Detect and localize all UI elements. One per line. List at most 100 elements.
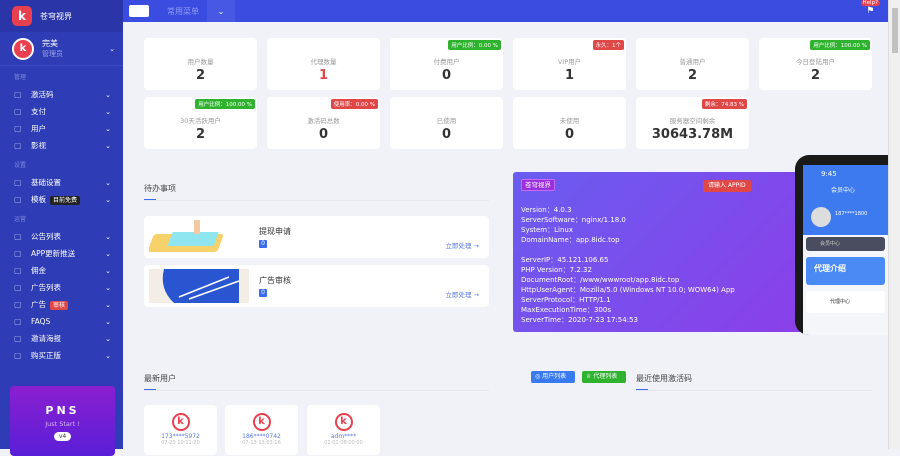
sidebar-item[interactable]: ▢ 购买正版 ⌄: [14, 351, 111, 360]
avatar: k: [171, 413, 190, 431]
stat-badge: 用户比例：100.00 %: [810, 40, 870, 50]
server-info-line: DomainName：app.8idc.top: [521, 236, 620, 244]
logo-icon: k: [12, 6, 32, 26]
stat-card: 用户比例：100.00 % 今日登陆用户 2: [759, 38, 872, 90]
sidebar-item[interactable]: ▢ 邀请海报 ⌄: [14, 334, 111, 343]
space-illustration: [149, 269, 249, 303]
sidebar-item[interactable]: ▢ 模板 目前免费 ⌄: [14, 195, 111, 205]
chevron-down-icon: ⌄: [105, 232, 111, 241]
user-card[interactable]: k 173****5972 07-23 10:11:20: [144, 405, 217, 455]
stat-card: 用户比例：0.00 % 付费用户 0: [390, 38, 503, 90]
user-role: 管理员: [42, 50, 63, 58]
promo-card: PNS Just Start ! v4: [10, 386, 115, 456]
sidebar-item[interactable]: ▢ 基础设置 ⌄: [14, 178, 111, 187]
palette-icon: ▢: [14, 195, 22, 204]
stat-badge: 用户比例：100.00 %: [195, 99, 255, 109]
server-info-line: Version：4.0.3: [521, 206, 572, 214]
section-label: 设置: [14, 162, 27, 169]
flag-icon: ⚑: [866, 6, 875, 16]
server-info-line: ServerProtocol：HTTP/1.1: [521, 296, 611, 304]
chevron-down-icon: ⌄: [105, 249, 111, 258]
chevron-down-icon: ⌄: [105, 334, 111, 343]
chevron-down-icon: ⌄: [105, 141, 111, 150]
chevron-down-icon: ⌄: [105, 300, 111, 309]
menu-logo[interactable]: [123, 0, 155, 22]
appid-button[interactable]: 请输入 APPID: [703, 180, 751, 192]
process-link[interactable]: 立即处理 →: [445, 291, 479, 299]
recent-codes-title: 最近使用激活码: [636, 374, 692, 383]
avatar: k: [334, 413, 353, 431]
stat-card: 用户比例：100.00 % 30天活跃用户 2: [144, 97, 257, 149]
latest-users-title: 最新用户: [144, 374, 176, 383]
section-label: 管理: [14, 74, 27, 81]
common-menu[interactable]: 常用菜单: [167, 6, 199, 16]
user-list-button[interactable]: ◎ 用户列表: [531, 371, 575, 383]
stat-badge: 永久：1个: [592, 40, 624, 50]
stat-card: 普通用户 2: [636, 38, 749, 90]
layout-icon: ▢: [14, 178, 22, 187]
count-badge: 0: [259, 289, 267, 297]
server-info-line: DocumentRoot：/www/wwwroot/app.8idc.top: [521, 276, 680, 284]
menu-tag: 审核: [50, 301, 69, 310]
sidebar-item[interactable]: ▢ 激活码 ⌄: [14, 90, 111, 99]
scrollbar[interactable]: [888, 0, 900, 449]
image-icon: ▢: [14, 232, 22, 241]
server-info-line: [521, 245, 795, 255]
stat-badge: 用户比例：0.00 %: [448, 40, 501, 50]
stat-badge: 剩余：74.83 %: [701, 99, 747, 109]
stat-card: 永久：1个 VIP用户 1: [513, 38, 626, 90]
phone-mockup: 会员中心 187****1800 会员中心 代理介绍 代理中心 9:45: [795, 155, 888, 335]
picture-icon: ▢: [14, 351, 22, 360]
box-icon: ▢: [14, 283, 22, 292]
chevron-down-icon[interactable]: ⌄: [207, 0, 235, 22]
pill-icon: ▢: [14, 317, 22, 326]
chevron-down-icon: ⌄: [105, 266, 111, 275]
server-info-line: ServerIP：45.121.106.65: [521, 256, 609, 264]
server-info-line: System：Linux: [521, 226, 573, 234]
sidebar-item[interactable]: ▢ 公告列表 ⌄: [14, 232, 111, 241]
chevron-down-icon: ⌄: [105, 195, 111, 204]
chevron-down-icon: ⌄: [105, 107, 111, 116]
sidebar-item[interactable]: ▢ 广告 审核 ⌄: [14, 300, 111, 310]
server-info-line: ServerTime：2020-7-23 17:54:53: [521, 316, 638, 324]
stat-card: 已使用 0: [390, 97, 503, 149]
menu-tag: 目前免费: [50, 196, 81, 205]
sidebar-item[interactable]: ▢ 支付 ⌄: [14, 107, 111, 116]
server-info-panel: 苍穹视界 请输入 APPID Version：4.0.3 ServerSoftwa…: [513, 172, 803, 332]
sidebar-item[interactable]: ▢ 佣金 ⌄: [14, 266, 111, 275]
user-profile[interactable]: k 完美 管理员 ⌄: [0, 32, 123, 66]
user-card[interactable]: k adm**** 01-01 08:00:00: [307, 405, 380, 455]
sidebar-item[interactable]: ▢ 影视 ⌄: [14, 141, 111, 150]
help-button[interactable]: Help? ⚑: [860, 0, 880, 16]
sidebar-item[interactable]: ▢ 广告列表 ⌄: [14, 283, 111, 292]
app-name-badge: 苍穹视界: [521, 179, 555, 191]
sidebar-item[interactable]: ▢ APP更新推送 ⌄: [14, 249, 111, 258]
avatar: k: [12, 37, 34, 60]
stat-badge: 使用率：0.00 %: [330, 99, 378, 109]
film-icon: ▢: [14, 141, 22, 150]
app-logo[interactable]: k 苍穹视界: [0, 0, 123, 32]
chevron-down-icon: ⌄: [105, 317, 111, 326]
agent-list-button[interactable]: ♕ 代理列表: [582, 371, 626, 383]
wallet-icon: ▢: [14, 266, 22, 275]
avatar: [811, 207, 831, 227]
user-card[interactable]: k 186****0742 07-13 13:03:16: [225, 405, 298, 455]
picture-icon: ▢: [14, 334, 22, 343]
chevron-down-icon[interactable]: ⌄: [109, 44, 115, 53]
chevron-down-icon: ⌄: [105, 283, 111, 292]
sidebar: k 苍穹视界 k 完美 管理员 ⌄ 管理 ▢ 激活码 ⌄ ▢ 支付 ⌄ ▢ 用户 ⌄ ▢ 影视 ⌄ 设置 ▢ 基础设置…: [0, 0, 123, 456]
stat-card: 未使用 0: [513, 97, 626, 149]
todo-title: 待办事项: [144, 184, 176, 193]
process-link[interactable]: 立即处理 →: [445, 242, 479, 250]
stat-card: 用户数量 2: [144, 38, 257, 90]
stat-card: 使用率：0.00 % 激活码总数 0: [267, 97, 380, 149]
server-info-line: ServerSoftware：nginx/1.18.0: [521, 216, 626, 224]
robot-icon: ▢: [14, 249, 22, 258]
users-icon: ▢: [14, 124, 22, 133]
stat-card: 剩余：74.83 % 服务器空间剩余 30643.78M: [636, 97, 749, 149]
phone-illustration: [149, 220, 224, 252]
sidebar-item[interactable]: ▢ FAQS ⌄: [14, 317, 111, 326]
todo-withdraw: 提现申请 0 立即处理 →: [144, 216, 489, 258]
todo-ad-review: 广告审核 0 立即处理 →: [144, 265, 489, 307]
sidebar-item[interactable]: ▢ 用户 ⌄: [14, 124, 111, 133]
